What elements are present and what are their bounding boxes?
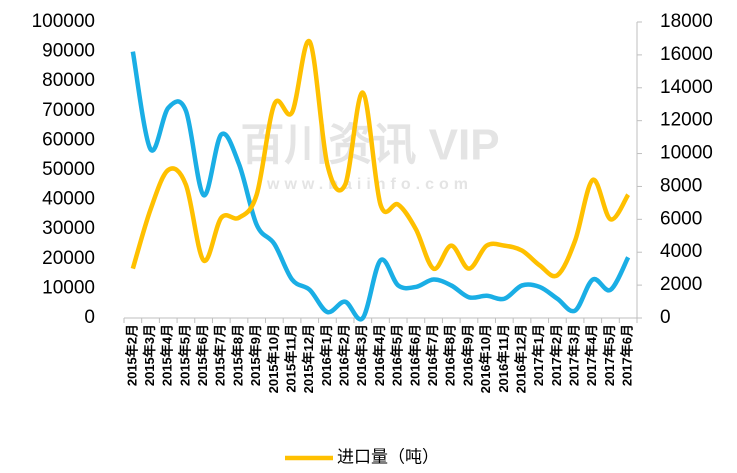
y-tick-label: 90000 — [42, 41, 95, 62]
legend-label: 进口量（吨） — [337, 447, 439, 466]
x-tick-label: 2015年11月 — [283, 324, 298, 393]
x-tick-label: 2015年3月 — [142, 324, 157, 386]
x-tick-label: 2016年9月 — [460, 324, 475, 386]
x-tick-label: 2017年3月 — [567, 324, 582, 386]
y-tick-label: 50000 — [42, 159, 95, 180]
x-tick-label: 2015年2月 — [124, 324, 139, 386]
y2-tick-label: 2000 — [660, 274, 702, 295]
y2-tick-label: 8000 — [660, 175, 702, 196]
y2-tick-label: 18000 — [660, 11, 713, 32]
x-tick-label: 2015年9月 — [248, 324, 263, 386]
y-tick-label: 80000 — [42, 70, 95, 91]
x-tick-label: 2015年10月 — [266, 324, 281, 393]
x-tick-label: 2017年6月 — [620, 324, 635, 386]
y-tick-label: 60000 — [42, 129, 95, 150]
y-tick-label: 100000 — [32, 11, 95, 32]
watermark-url: www.baiinfo.com — [266, 176, 473, 193]
series-line — [130, 51, 631, 322]
x-tick-label: 2016年11月 — [496, 324, 511, 393]
y-tick-label: 20000 — [42, 248, 95, 269]
x-tick-label: 2016年4月 — [372, 324, 387, 386]
x-tick-label: 2017年2月 — [549, 324, 564, 386]
y2-tick-label: 6000 — [660, 208, 702, 229]
x-tick-label: 2015年4月 — [160, 324, 175, 386]
y-tick-label: 10000 — [42, 277, 95, 298]
series-line — [130, 39, 631, 279]
x-tick-label: 2015年8月 — [230, 324, 245, 386]
x-tick-label: 2017年5月 — [602, 324, 617, 386]
y-tick-label: 30000 — [42, 218, 95, 239]
x-tick-label: 2016年1月 — [319, 324, 334, 386]
x-tick-label: 2015年12月 — [301, 324, 316, 393]
x-tick-label: 2017年1月 — [531, 324, 546, 386]
x-tick-label: 2016年10月 — [478, 324, 493, 393]
y2-tick-label: 16000 — [660, 44, 713, 65]
y2-tick-label: 4000 — [660, 241, 702, 262]
x-tick-label: 2016年8月 — [443, 324, 458, 386]
y-tick-label: 70000 — [42, 100, 95, 121]
x-tick-label: 2016年12月 — [513, 324, 528, 393]
x-tick-label: 2015年5月 — [177, 324, 192, 386]
y-tick-label: 0 — [84, 307, 95, 328]
y2-tick-label: 10000 — [660, 143, 713, 164]
x-tick-label: 2017年4月 — [584, 324, 599, 386]
x-tick-label: 2016年7月 — [425, 324, 440, 386]
x-tick-label: 2015年6月 — [195, 324, 210, 386]
y2-tick-label: 12000 — [660, 110, 713, 131]
y2-tick-label: 0 — [660, 307, 671, 328]
x-tick-label: 2016年2月 — [337, 324, 352, 386]
y2-tick-label: 14000 — [660, 77, 713, 98]
x-tick-label: 2016年6月 — [407, 324, 422, 386]
y-tick-label: 40000 — [42, 189, 95, 210]
x-tick-label: 2015年7月 — [213, 324, 228, 386]
x-tick-label: 2016年5月 — [390, 324, 405, 386]
x-tick-label: 2016年3月 — [354, 324, 369, 386]
